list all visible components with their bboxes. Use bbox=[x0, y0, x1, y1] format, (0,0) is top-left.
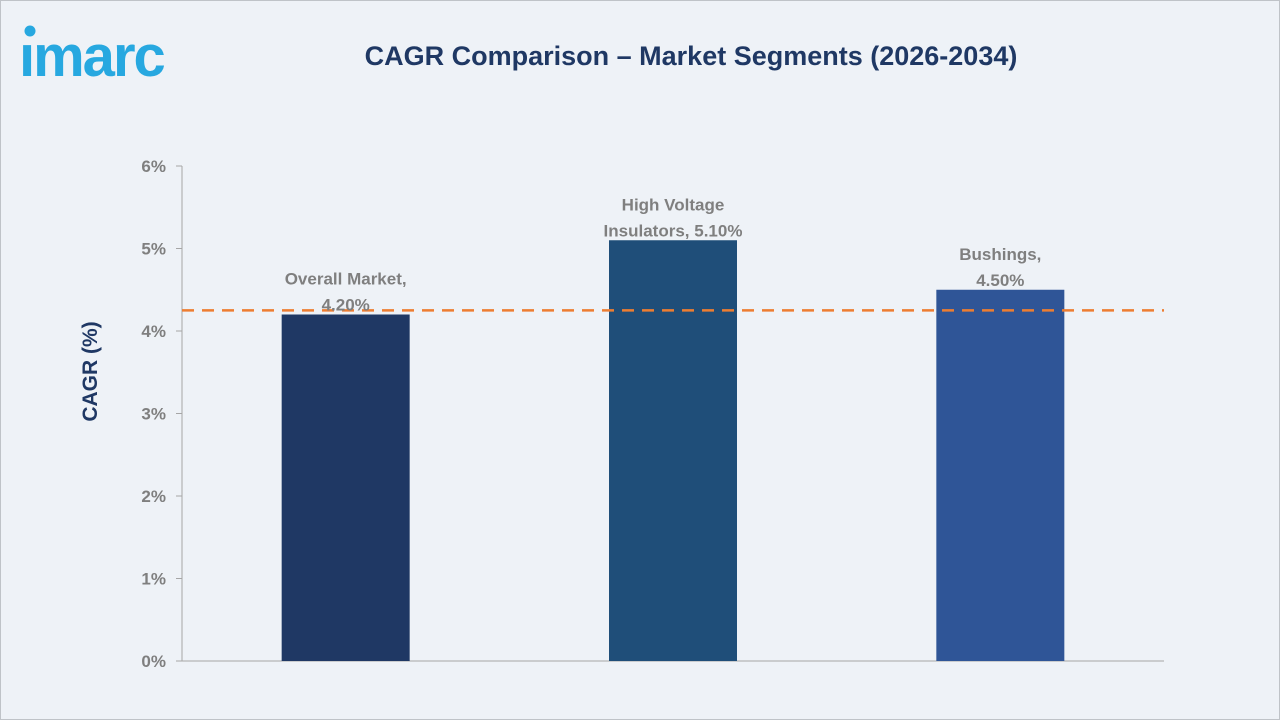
imarc-logo: ımarc bbox=[19, 24, 167, 89]
y-tick-label: 1% bbox=[141, 570, 166, 589]
y-tick-label: 6% bbox=[141, 157, 166, 176]
y-tick-label: 2% bbox=[141, 487, 166, 506]
bar bbox=[281, 314, 410, 661]
chart-title: CAGR Comparison – Market Segments (2026-… bbox=[364, 41, 1018, 71]
data-label: Overall Market, 4.20% bbox=[285, 270, 407, 315]
y-axis-title: CAGR (%) bbox=[79, 321, 102, 421]
y-tick-label: 0% bbox=[141, 652, 166, 671]
bar bbox=[936, 289, 1065, 661]
y-tick-label: 4% bbox=[141, 322, 166, 341]
svg-text:ımarc: ımarc bbox=[19, 24, 165, 89]
bar bbox=[609, 240, 737, 661]
y-tick-label: 3% bbox=[141, 405, 166, 424]
data-label: Bushings, 4.50% bbox=[959, 245, 1041, 290]
y-tick-label: 5% bbox=[141, 240, 166, 259]
data-label: High Voltage Insulators, 5.10% bbox=[604, 195, 743, 240]
